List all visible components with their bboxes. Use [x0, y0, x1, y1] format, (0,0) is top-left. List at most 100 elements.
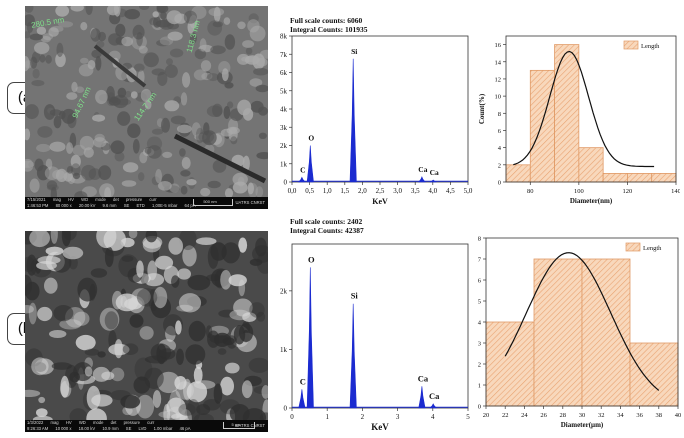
sem-texture-grain: [247, 19, 260, 33]
sem-texture-grain: [198, 131, 215, 143]
sem-texture-grain: [139, 326, 154, 340]
sem-texture-grain: [229, 309, 250, 321]
y-tick-label: 0: [498, 180, 501, 187]
sem-texture-grain: [167, 31, 183, 41]
x-tick-label: 1,0: [323, 187, 332, 195]
sem-texture-grain: [26, 254, 37, 276]
eds-full-scale-a: Full scale counts: 6060: [290, 16, 363, 25]
sem-texture-grain: [207, 244, 219, 269]
sem-texture-grain: [145, 231, 158, 243]
sem-texture-grain: [31, 357, 49, 376]
sem-texture-grain: [169, 48, 184, 58]
sem-texture-grain: [80, 22, 88, 31]
y-tick-label: 0: [284, 405, 288, 413]
sem-texture-grain: [223, 106, 231, 119]
sem-texture-grain: [196, 404, 211, 415]
sem-texture-grain: [120, 295, 128, 308]
sem-texture-grain: [253, 385, 268, 395]
sem-texture-grain: [143, 52, 159, 68]
sem-texture-grain: [53, 115, 62, 129]
sem-texture-grain: [179, 148, 186, 157]
y-tick-label: 4: [498, 145, 502, 152]
y-tick-label: 8: [478, 236, 481, 243]
sem-texture-grain: [44, 277, 58, 294]
sem-texture-grain: [106, 92, 116, 107]
x-tick-label: 2,0: [358, 187, 367, 195]
y-tick-label: 2k: [280, 287, 288, 295]
sem-texture-grain: [37, 306, 53, 322]
x-tick-label: 100: [574, 188, 584, 195]
y-tick-label: 6: [478, 278, 482, 285]
sem-texture-grain: [228, 274, 247, 287]
sem-texture-grain: [25, 160, 35, 168]
sem-texture-grain: [210, 45, 226, 55]
sem-texture-grain: [68, 256, 78, 270]
sem-info-time: 1:46:53 PM: [27, 203, 49, 208]
sem-info-date: 1/3/2022: [27, 420, 44, 425]
x-tick-label: 34: [617, 412, 624, 419]
sem-texture-grain: [25, 6, 34, 13]
x-tick-label: 40: [675, 412, 682, 419]
y-tick-label: 8: [498, 111, 501, 118]
sem-texture-grain: [55, 52, 66, 68]
sem-texture-grain: [229, 404, 250, 420]
x-tick-label: 140: [671, 188, 680, 195]
sem-texture-grain: [233, 298, 253, 317]
sem-info-bar-a: 7/15/2021 mag HV WD mode det pressure cu…: [25, 197, 268, 209]
sem-texture-grain: [85, 6, 93, 15]
sem-texture-grain: [249, 258, 263, 266]
sem-texture-grain: [180, 92, 188, 106]
gaussian-fit-line: [513, 50, 655, 168]
spectrum-peak: [349, 303, 357, 409]
sem-texture-grain: [34, 42, 50, 54]
sem-info-value: 10 000 x: [55, 426, 72, 431]
sem-texture-grain: [36, 408, 48, 417]
sem-texture-grain: [178, 293, 202, 313]
sem-texture-grain: [151, 128, 164, 135]
sem-texture-grain: [29, 231, 50, 248]
sem-texture-grain: [176, 304, 194, 312]
sem-texture-grain: [217, 348, 227, 355]
sem-texture-grain: [89, 283, 96, 301]
sem-texture-grain: [73, 311, 90, 326]
sem-texture-grain: [178, 403, 196, 416]
sem-info-row: 1/3/2022 mag HV WD mode det pressure cur…: [27, 420, 268, 426]
sem-texture-grain: [152, 390, 162, 408]
sem-texture-grain: [114, 339, 123, 359]
y-tick-label: 7k: [280, 51, 288, 59]
peak-label: Ca: [418, 165, 427, 174]
sem-texture-grain: [261, 385, 268, 399]
sem-texture-grain: [256, 251, 268, 274]
sem-texture-grain: [25, 256, 35, 272]
sem-info-head: det: [112, 197, 119, 202]
sem-texture-grain: [243, 108, 254, 121]
spectrum-peak: [429, 179, 437, 183]
sem-info-value: 20.00 kV: [78, 203, 96, 208]
sem-texture-grain: [66, 92, 78, 100]
x-tick-label: 26: [540, 412, 547, 419]
sem-texture-grain: [132, 139, 140, 154]
sem-texture-grain: [95, 55, 102, 71]
sem-texture-grain: [40, 36, 51, 43]
sem-texture-grain: [133, 376, 151, 394]
histogram-bar: [485, 321, 535, 407]
sem-info-value: 1,00E-5 mbar: [152, 203, 178, 208]
sem-texture-grain: [59, 319, 82, 330]
sem-texture-grain: [121, 36, 133, 47]
sem-info-bar-b: 1/3/2022 mag HV WD mode det pressure cur…: [25, 420, 268, 432]
sem-texture-grain: [199, 38, 207, 52]
sem-texture-grain: [176, 348, 184, 365]
sem-info-head: pressure: [125, 197, 143, 202]
plot-frame: [291, 35, 469, 183]
sem-texture-grain: [95, 89, 108, 105]
sem-texture-grain: [208, 7, 225, 17]
sem-texture-grain: [62, 246, 84, 260]
sem-texture-grain: [166, 406, 186, 420]
sem-texture-grain: [106, 6, 120, 16]
peak-label: Ca: [418, 373, 429, 383]
sem-info-head: det: [110, 420, 117, 425]
sem-texture-grain: [31, 80, 45, 87]
sem-texture-grain: [171, 413, 188, 420]
sem-texture-grain: [151, 176, 160, 186]
sem-texture-grain: [177, 268, 191, 280]
